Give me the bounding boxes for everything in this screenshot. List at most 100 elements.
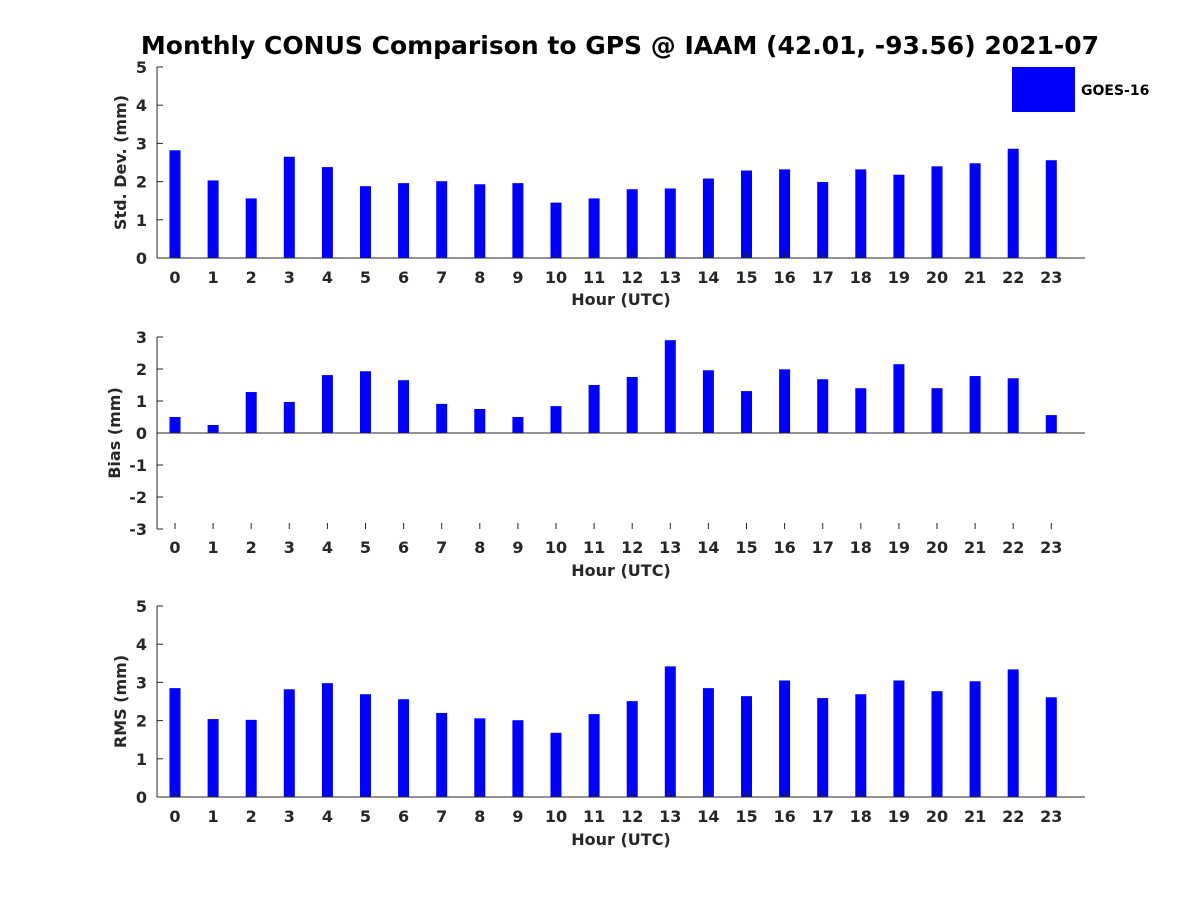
bias-x-axis-label: Hour (UTC)	[571, 561, 671, 580]
bias-x-tick-label: 11	[583, 538, 605, 557]
chart-title: Monthly CONUS Comparison to GPS @ IAAM (…	[141, 31, 1099, 60]
std-dev-x-tick-label: 17	[812, 268, 834, 287]
bias-x-tick-label: 16	[773, 538, 795, 557]
bias-y-tick-label: -1	[129, 456, 147, 475]
std-dev-bar-2	[245, 198, 257, 258]
bias-y-tick-label: -2	[129, 488, 147, 507]
bias-y-tick-label: -3	[129, 520, 147, 539]
std-dev-bar-23	[1045, 160, 1057, 258]
rms-bar-5	[360, 694, 371, 797]
bias-x-tick-label: 8	[474, 538, 485, 557]
std-dev-y-tick-label: 1	[136, 211, 147, 230]
bias-bar-11	[588, 385, 600, 433]
bias-y-axis-label: Bias (mm)	[105, 387, 124, 479]
rms-bar-22	[1007, 669, 1019, 797]
rms-bar-4	[321, 683, 333, 797]
std-dev-bar-14	[702, 178, 714, 258]
rms-bar-3	[283, 689, 295, 797]
bias-x-tick-label: 6	[398, 538, 409, 557]
std-dev-bar-4	[321, 167, 333, 258]
bias-y-tick-label: 1	[136, 392, 147, 411]
legend-swatch	[1012, 67, 1075, 112]
bias-bar-19	[893, 364, 905, 433]
std-dev-y-tick-label: 0	[136, 249, 147, 268]
rms-bar-19	[893, 680, 905, 797]
bias-x-tick-label: 0	[169, 538, 180, 557]
std-dev-y-axis-label: Std. Dev. (mm)	[111, 95, 130, 230]
rms-x-tick-label: 11	[583, 807, 605, 826]
std-dev-x-tick-label: 12	[621, 268, 643, 287]
bias-x-tick-label: 22	[1002, 538, 1024, 557]
bias-y-tick-label: 3	[136, 328, 147, 347]
bias-x-tick-label: 4	[322, 538, 333, 557]
rms-bar-14	[702, 688, 714, 797]
rms-x-tick-label: 5	[360, 807, 371, 826]
bias-bar-0	[169, 417, 181, 433]
bias-y-tick-label: 0	[136, 424, 147, 443]
rms-x-tick-label: 23	[1040, 807, 1062, 826]
std-dev-bar-18	[855, 169, 867, 258]
rms-bar-17	[817, 698, 829, 797]
std-dev-bar-10	[550, 202, 562, 258]
rms-bar-13	[664, 666, 676, 797]
bias-bar-3	[283, 401, 295, 433]
rms-bar-7	[436, 712, 448, 797]
std-dev-x-tick-label: 15	[735, 268, 757, 287]
rms-bar-16	[779, 680, 791, 797]
rms-x-tick-label: 8	[474, 807, 485, 826]
std-dev-bar-16	[779, 169, 791, 258]
bias-y-tick-label: 2	[136, 360, 147, 379]
std-dev-x-tick-label: 7	[436, 268, 447, 287]
std-dev-bar-13	[664, 188, 676, 258]
bias-bar-10	[550, 406, 562, 433]
rms-bar-15	[741, 696, 752, 797]
std-dev-x-tick-label: 21	[964, 268, 986, 287]
legend: GOES-16	[1012, 67, 1149, 112]
std-dev-bar-22	[1007, 148, 1019, 258]
bias-x-tick-label: 3	[284, 538, 295, 557]
std-dev-y-tick-label: 4	[136, 96, 147, 115]
bias-x-tick-label: 19	[888, 538, 910, 557]
bias-bar-8	[474, 409, 486, 433]
std-dev-x-tick-label: 14	[697, 268, 719, 287]
std-dev-x-tick-label: 0	[169, 268, 180, 287]
rms-y-tick-label: 1	[136, 750, 147, 769]
rms-x-tick-label: 1	[208, 807, 219, 826]
rms-x-axis-label: Hour (UTC)	[571, 830, 671, 849]
rms-x-tick-label: 21	[964, 807, 986, 826]
rms-x-tick-label: 7	[436, 807, 447, 826]
std-dev-y-tick-label: 5	[136, 58, 147, 77]
std-dev-bar-20	[931, 166, 943, 258]
std-dev-x-tick-label: 5	[360, 268, 371, 287]
bias-x-tick-label: 12	[621, 538, 643, 557]
rms-x-tick-label: 19	[888, 807, 910, 826]
bias-x-tick-label: 5	[360, 538, 371, 557]
std-dev-bar-15	[741, 170, 752, 258]
rms-bar-23	[1045, 697, 1057, 797]
bias-bar-7	[436, 403, 448, 433]
std-dev-x-axis-label: Hour (UTC)	[571, 290, 671, 309]
rms-y-tick-label: 0	[136, 788, 147, 807]
bias-x-tick-label: 18	[850, 538, 872, 557]
rms-bar-10	[550, 732, 562, 797]
bias-bar-20	[931, 388, 943, 433]
bias-x-tick-label: 20	[926, 538, 948, 557]
rms-x-tick-label: 13	[659, 807, 681, 826]
std-dev-x-tick-label: 23	[1040, 268, 1062, 287]
rms-x-tick-label: 15	[735, 807, 757, 826]
bias-bar-5	[360, 371, 371, 433]
std-dev-y-tick-label: 3	[136, 134, 147, 153]
bias-x-tick-label: 10	[545, 538, 567, 557]
std-dev-bar-12	[626, 189, 638, 258]
bias-bar-16	[779, 369, 791, 433]
rms-bar-18	[855, 694, 867, 797]
rms-y-tick-label: 2	[136, 712, 147, 731]
std-dev-x-tick-label: 6	[398, 268, 409, 287]
std-dev-bar-9	[512, 183, 524, 258]
rms-bar-21	[969, 681, 981, 797]
rms-bar-11	[588, 714, 600, 797]
